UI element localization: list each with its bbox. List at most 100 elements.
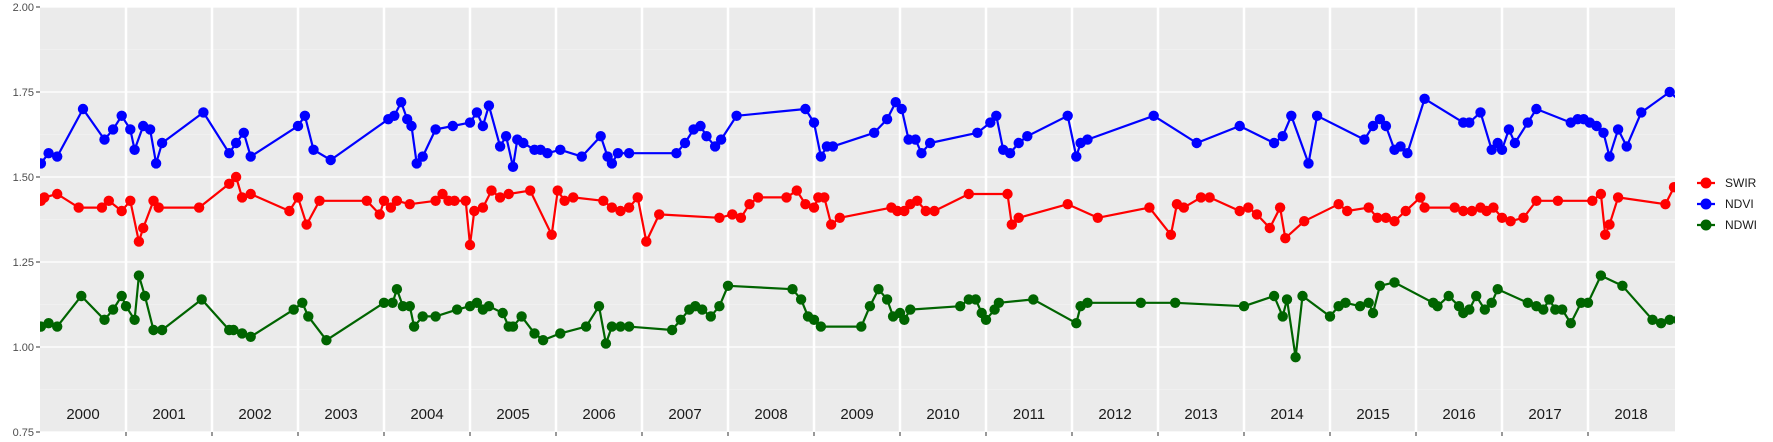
ndvi-point — [144, 124, 156, 135]
ndwi-point — [1238, 301, 1250, 312]
ndvi-point — [1591, 120, 1602, 132]
ndwi-point — [497, 307, 508, 319]
swir-point — [224, 178, 235, 189]
swir-point — [1755, 196, 1765, 206]
ndvi-point — [542, 148, 553, 159]
swir-point — [430, 195, 441, 206]
ndvi-point — [43, 148, 54, 159]
ndwi-point — [1479, 304, 1491, 315]
ndvi-point — [1604, 151, 1615, 162]
ndvi-point — [1062, 110, 1073, 122]
ndwi-point — [228, 324, 239, 336]
ndwi-point — [1647, 314, 1658, 325]
year-label: 2008 — [754, 406, 787, 423]
ndvi-point — [701, 131, 712, 142]
ndwi-point — [378, 297, 390, 308]
ndvi-point — [308, 144, 319, 155]
ndwi-point — [139, 290, 151, 302]
swir-point — [449, 195, 460, 206]
y-tick-label: 0.75 — [13, 427, 34, 439]
swir-point — [1488, 202, 1499, 213]
ndwi-point — [387, 297, 398, 308]
swir-point — [153, 202, 164, 213]
year-label: 2007 — [668, 406, 701, 423]
swir-point — [469, 205, 480, 217]
swir-point — [1178, 202, 1190, 213]
swir-point — [460, 195, 471, 206]
ndvi-point — [1148, 110, 1159, 122]
swir-point — [1264, 222, 1276, 234]
ndwi-point — [529, 328, 540, 339]
swir-point — [404, 199, 415, 210]
y-tick-label: 1.75 — [13, 87, 34, 99]
year-label: 2003 — [324, 406, 357, 423]
ndwi-point — [120, 301, 132, 312]
swir-point — [1415, 192, 1426, 203]
ndwi-point — [43, 318, 54, 329]
ndwi-point — [1686, 321, 1696, 331]
ndwi-point — [606, 321, 618, 332]
year-label: 2015 — [1356, 406, 1389, 423]
ndvi-point — [985, 117, 996, 128]
ndwi-point — [321, 335, 332, 346]
ndwi-point — [1565, 318, 1577, 329]
ndwi-point — [1617, 280, 1628, 291]
ndvi-point — [606, 158, 618, 169]
ndvi-point — [464, 117, 476, 128]
swir-point — [568, 192, 579, 203]
swir-point — [791, 185, 802, 196]
swir-point — [437, 188, 448, 200]
ndwi-point — [107, 304, 119, 315]
ndwi-point — [408, 321, 420, 332]
ndvi-point — [40, 158, 47, 169]
ndvi-point — [1071, 151, 1082, 162]
swir-point — [284, 205, 295, 217]
year-label: 2010 — [926, 406, 959, 423]
ndvi-point — [1719, 145, 1729, 155]
ndwi-point — [116, 290, 127, 302]
ndwi-point — [451, 304, 463, 315]
swir-point — [125, 195, 136, 206]
legend-item-swir: SWIR — [1697, 176, 1757, 190]
swir-point — [1682, 196, 1692, 206]
ndvi-point — [1395, 141, 1406, 152]
ndvi-point — [671, 148, 682, 159]
ndwi-point — [288, 304, 299, 315]
ndwi-point — [1471, 290, 1482, 302]
swir-point — [1604, 219, 1615, 230]
swir-point — [1419, 202, 1430, 213]
swir-point — [834, 212, 845, 223]
ndwi-point — [417, 311, 428, 322]
ndvi-point — [396, 97, 407, 108]
ndwi-point — [714, 301, 725, 312]
swir-point — [623, 202, 635, 213]
y-tick-label: 1.00 — [13, 342, 34, 354]
year-label: 2011 — [1013, 406, 1045, 423]
ndwi-point — [1486, 297, 1497, 308]
ndvi-point — [869, 127, 880, 138]
ndwi-point — [1277, 311, 1288, 322]
ndvi-point — [808, 117, 820, 128]
ndwi-point — [430, 311, 441, 322]
ndwi-point — [1595, 270, 1607, 281]
swir-point — [1518, 212, 1529, 223]
swir-point — [193, 202, 205, 213]
ndvi-point — [477, 120, 489, 132]
ndwi-point — [537, 335, 549, 346]
ndwi-point — [1759, 298, 1769, 308]
swir-point — [727, 209, 738, 220]
ndwi-point — [873, 284, 884, 295]
ndwi-point — [970, 294, 981, 305]
ndvi-point — [1402, 148, 1413, 159]
year-label: 2001 — [152, 406, 185, 423]
ndvi-point — [411, 158, 422, 169]
ndvi-point — [715, 134, 727, 145]
swir-point — [1165, 229, 1177, 240]
ndvi-point — [1419, 93, 1430, 105]
ndwi-point — [1443, 290, 1454, 302]
legend-key-point — [1700, 177, 1712, 189]
ndvi-point — [500, 131, 512, 142]
ndwi-point — [516, 311, 527, 322]
ndvi-point — [518, 137, 529, 149]
